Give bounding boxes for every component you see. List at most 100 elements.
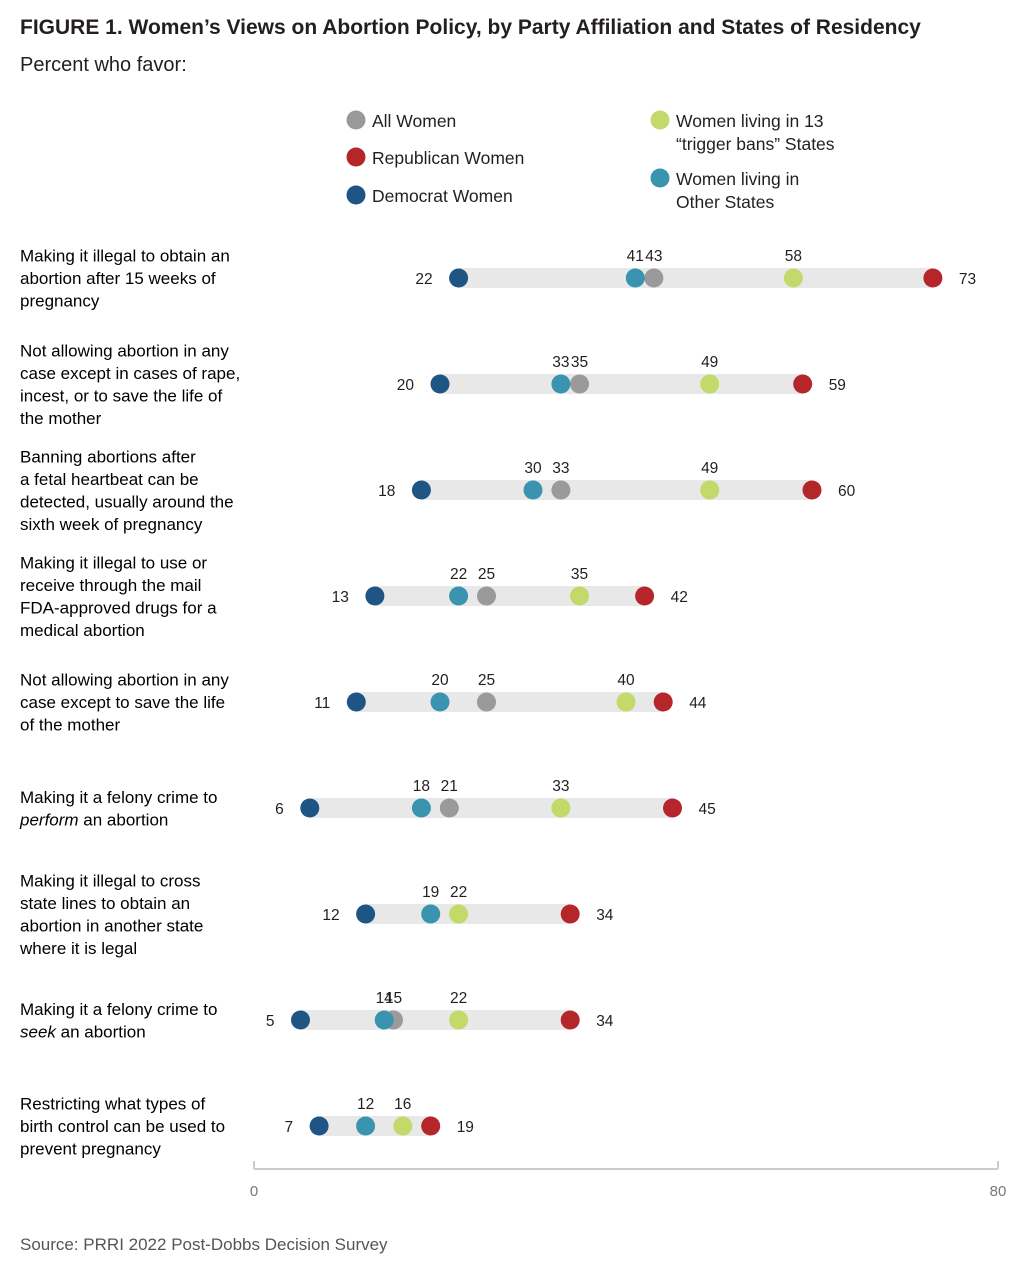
value-label-republican: 34 [596, 907, 614, 924]
range-track [309, 798, 673, 818]
value-label-democrat: 11 [314, 695, 330, 712]
row-label: abortion in another state [20, 916, 203, 935]
row-label: case except in cases of rape, [20, 364, 240, 383]
dot-all_women [570, 374, 589, 394]
x-axis: 0 80 [250, 1161, 1007, 1200]
value-label-democrat: 7 [284, 1119, 293, 1136]
value-label-other_states: 18 [413, 778, 430, 795]
row-label: perform an abortion [19, 810, 168, 829]
dot-republican [635, 586, 655, 606]
legend-swatch-republican [346, 147, 366, 167]
chart-row: Banning abortions after a fetal heartbeat… [20, 447, 856, 534]
value-label-all_women: 43 [645, 248, 662, 265]
dot-trigger [700, 480, 720, 500]
dot-other_states [411, 798, 431, 818]
legend-label-trigger: Women living in 13 [676, 111, 824, 131]
value-label-republican: 59 [829, 377, 846, 394]
dot-republican [663, 798, 682, 818]
chart-row: Making it a felony crime to perform an ab… [19, 778, 716, 829]
row-label: FDA-approved drugs for a [20, 598, 217, 617]
legend-swatch-democrat [346, 185, 366, 205]
legend-label-all_women: All Women [372, 111, 456, 131]
dot-democrat [356, 904, 376, 924]
range-track [421, 480, 812, 500]
row-label: Making it illegal to obtain an [20, 247, 230, 266]
value-label-trigger: 35 [571, 566, 588, 583]
x-tick-label: 0 [250, 1183, 258, 1200]
dot-other_states [374, 1010, 394, 1030]
row-label: receive through the mail [20, 576, 201, 595]
dot-democrat [430, 374, 450, 394]
value-label-trigger: 22 [450, 884, 467, 901]
value-label-all_women: 25 [478, 672, 495, 689]
dot-other_states [523, 480, 543, 500]
value-label-trigger: 33 [552, 778, 569, 795]
value-label-republican: 73 [959, 271, 976, 288]
value-label-all_women: 33 [552, 460, 569, 477]
x-tick-label: 80 [990, 1183, 1007, 1200]
row-label: birth control can be used to [20, 1117, 225, 1136]
chart-subtitle: Percent who favor: [20, 54, 187, 76]
value-label-democrat: 13 [332, 589, 349, 606]
value-label-democrat: 5 [266, 1013, 275, 1030]
row-label: abortion after 15 weeks of [20, 269, 216, 288]
legend-label-other_states: Women living in [676, 169, 799, 189]
legend-label-trigger: “trigger bans” States [676, 134, 835, 154]
range-track [440, 374, 803, 394]
dot-trigger [616, 692, 636, 712]
dot-other_states [625, 268, 645, 288]
legend-label-republican: Republican Women [372, 148, 524, 168]
row-label: seek an abortion [20, 1022, 146, 1041]
legend: All Women Republican Women Democrat Women W… [346, 110, 835, 212]
row-label: Making it illegal to use or [20, 553, 207, 572]
dot-all_women [439, 798, 459, 818]
dot-democrat [365, 586, 385, 606]
value-label-all_women: 21 [441, 778, 458, 795]
legend-swatch-other_states [650, 168, 670, 188]
value-label-other_states: 20 [431, 672, 449, 689]
legend-label-other_states: Other States [676, 192, 774, 212]
row-label: Not allowing abortion in any [20, 341, 229, 360]
row-label: of the mother [20, 716, 121, 735]
dot-other_states [430, 692, 450, 712]
value-label-trigger: 49 [701, 460, 718, 477]
value-label-other_states: 14 [376, 990, 394, 1007]
dot-republican [923, 268, 943, 288]
plot-rows: Making it illegal to obtain an abortion a… [19, 247, 976, 1159]
dot-trigger [449, 904, 469, 924]
value-label-republican: 34 [596, 1013, 614, 1030]
row-label: Not allowing abortion in any [20, 671, 229, 690]
dot-trigger [551, 798, 571, 818]
dot-democrat [346, 692, 366, 712]
value-label-trigger: 58 [785, 248, 802, 265]
dot-other_states [356, 1116, 376, 1136]
row-label: Making it illegal to cross [20, 871, 200, 890]
value-label-democrat: 22 [415, 271, 432, 288]
legend-swatch-trigger [650, 110, 670, 130]
dot-republican [560, 1010, 580, 1030]
value-label-other_states: 12 [357, 1096, 374, 1113]
dot-all_women [644, 268, 664, 288]
row-label: Making it a felony crime to [20, 1000, 217, 1019]
row-label: Making it a felony crime to [20, 788, 217, 807]
row-label: detected, usually around the [20, 492, 234, 511]
dot-republican [560, 904, 580, 924]
row-label: case except to save the life [20, 693, 225, 712]
dot-democrat [309, 1116, 329, 1136]
value-label-republican: 60 [838, 483, 856, 500]
row-label: a fetal heartbeat can be [20, 470, 199, 489]
value-label-other_states: 33 [552, 354, 569, 371]
value-label-other_states: 30 [524, 460, 542, 477]
dot-other_states [449, 586, 469, 606]
value-label-all_women: 15 [385, 990, 402, 1007]
dot-other_states [551, 374, 571, 394]
value-label-democrat: 12 [322, 907, 339, 924]
dot-trigger [700, 374, 720, 394]
chart-title: FIGURE 1. Women’s Views on Abortion Poli… [20, 16, 921, 39]
dot-trigger [449, 1010, 469, 1030]
dot-all_women [551, 480, 571, 500]
dot-republican [793, 374, 813, 394]
dot-other_states [421, 904, 441, 924]
value-label-other_states: 41 [627, 248, 644, 265]
value-label-all_women: 25 [478, 566, 495, 583]
